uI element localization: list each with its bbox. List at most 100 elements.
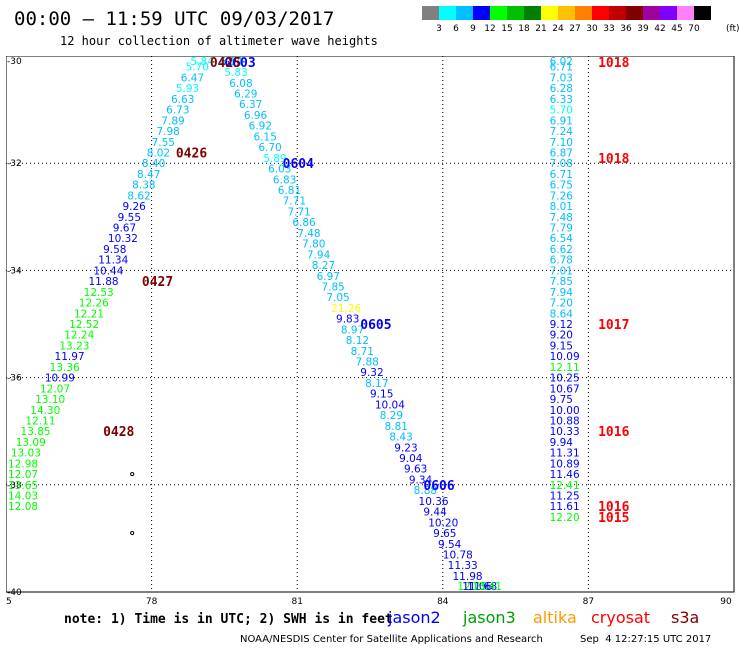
pass-time-label: 0425 — [210, 56, 241, 71]
y-tick-label: -40 — [7, 588, 22, 598]
page-title: 00:00 – 11:59 UTC 09/03/2017 — [14, 8, 335, 30]
wave-height-value: 9.63 — [404, 464, 427, 476]
wave-height-value: 9.58 — [103, 244, 126, 256]
colorbar-tick-label: 24 — [552, 24, 564, 34]
wave-height-value: 7.88 — [355, 357, 378, 369]
y-tick-label: -34 — [7, 266, 22, 276]
wave-height-value: 11.98 — [453, 571, 483, 583]
wave-height-value: 11.46 — [550, 469, 580, 481]
wave-height-value: 10.99 — [45, 373, 75, 385]
wave-height-value: 13.41 — [472, 581, 502, 593]
wave-height-value: 5.70 — [550, 105, 573, 117]
pass-time-label: 1016 — [598, 425, 629, 440]
wave-height-value: 6.33 — [550, 94, 573, 106]
wave-height-value: 6.92 — [249, 121, 272, 133]
wave-height-value: 8.40 — [142, 158, 165, 170]
y-tick-label: -32 — [7, 159, 22, 169]
wave-height-value: 10.25 — [550, 373, 580, 385]
colorbar-swatch — [456, 6, 473, 20]
wave-height-value: 8.01 — [550, 201, 573, 213]
pass-time-label: 1018 — [598, 152, 629, 167]
wave-height-value: 6.96 — [244, 110, 268, 122]
colorbar-swatch — [541, 6, 558, 20]
wave-height-value: 10.32 — [108, 233, 138, 245]
wave-height-value: 13.09 — [16, 437, 46, 449]
wave-height-value: 14.30 — [30, 405, 60, 417]
wave-height-value: 7.24 — [550, 126, 574, 138]
colorbar-swatch — [490, 6, 507, 20]
wave-height-value: 10.88 — [550, 415, 580, 427]
wave-height-value: 7.03 — [550, 72, 573, 84]
wave-height-value: 8.81 — [385, 421, 408, 433]
wave-height-value: 12.53 — [84, 287, 114, 299]
wave-height-value: 8.47 — [137, 169, 160, 181]
wave-height-value: 8.27 — [312, 260, 335, 272]
pass-time-label: 0603 — [224, 56, 255, 71]
wave-height-value: 9.75 — [550, 394, 573, 406]
wave-height-value: 7.94 — [550, 287, 574, 299]
wave-height-value: 13.85 — [21, 426, 51, 438]
wave-height-value: 10.78 — [443, 549, 473, 561]
colorbar-swatch — [439, 6, 456, 20]
wave-height-value: 6.81 — [278, 185, 301, 197]
wave-height-value: 6.86 — [292, 217, 316, 229]
wave-height-value: 12.08 — [8, 501, 38, 513]
credit-text: NOAA/NESDIS Center for Satellite Applica… — [240, 634, 543, 645]
wave-height-value: 10.89 — [550, 458, 580, 470]
colorbar-tick-label: 21 — [535, 24, 547, 34]
pass-time-label: 1018 — [598, 56, 629, 71]
footer-note: note: 1) Time is in UTC; 2) SWH is in fe… — [64, 612, 393, 627]
satellite-legend-item: altika — [533, 608, 577, 627]
wave-height-value: 9.23 — [394, 442, 417, 454]
wave-height-value: 12.24 — [64, 330, 94, 342]
colorbar-tick-label: 6 — [453, 24, 459, 34]
colorbar-swatch — [660, 6, 677, 20]
wave-height-value: 11.25 — [550, 491, 580, 503]
wave-height-value: 11.33 — [448, 560, 478, 572]
pass-time-label: 0426 — [176, 146, 207, 161]
wave-height-value: 7.48 — [550, 212, 573, 224]
wave-height-value: 9.65 — [433, 528, 456, 540]
pass-time-label: 0427 — [142, 275, 173, 290]
wave-height-value: 7.85 — [321, 281, 344, 293]
wave-height-value: 10.44 — [93, 265, 123, 277]
wave-height-value: 6.03 — [268, 164, 291, 176]
wave-height-value: 9.26 — [122, 201, 146, 213]
wave-height-value: 9.83 — [336, 314, 359, 326]
wave-height-value: 6.15 — [254, 131, 277, 143]
wave-height-value: 13.23 — [59, 340, 89, 352]
wave-height-value: 6.08 — [229, 78, 252, 90]
map-marker — [130, 530, 135, 536]
wave-height-value: 7.01 — [550, 265, 573, 277]
pass-time-label: 1017 — [598, 318, 629, 333]
wave-height-value: 6.54 — [550, 233, 574, 245]
colorbar-tick-label: 30 — [586, 24, 598, 34]
x-tick-label: 78 — [146, 597, 158, 606]
satellite-legend-item: cryosat — [591, 608, 651, 627]
wave-height-value: 13.10 — [35, 394, 65, 406]
x-tick-label: 75 — [6, 597, 12, 606]
pass-time-label: 1016 — [598, 500, 629, 515]
pass-time-label: 0428 — [103, 425, 134, 440]
wave-height-value: 12.26 — [79, 298, 109, 310]
colorbar-tick-label: 39 — [637, 24, 649, 34]
wave-height-value: 5.83 — [224, 67, 247, 79]
wave-height-value: 7.10 — [550, 137, 573, 149]
wave-height-value: 7.71 — [287, 206, 310, 218]
wave-height-value: 6.71 — [550, 62, 573, 74]
wave-height-value: 12.07 — [40, 383, 70, 395]
colorbar-swatch — [677, 6, 694, 20]
x-tick-label: 84 — [437, 597, 449, 606]
wave-height-value: 6.37 — [239, 99, 262, 111]
colorbar-tick-label: 27 — [569, 24, 581, 34]
wave-height-value: 11.68 — [467, 581, 497, 593]
wave-height-value: 12.11 — [550, 362, 580, 374]
wave-height-value: 9.12 — [550, 319, 573, 331]
map-marker — [130, 471, 135, 477]
pass-time-label: 0604 — [283, 157, 314, 172]
wave-height-value: 7.94 — [307, 249, 331, 261]
wave-height-value: 7.85 — [550, 276, 573, 288]
colorbar-tick-label: 12 — [484, 24, 496, 34]
wave-height-value: 12.25 — [457, 581, 487, 593]
wave-height-value: 9.34 — [409, 474, 433, 486]
